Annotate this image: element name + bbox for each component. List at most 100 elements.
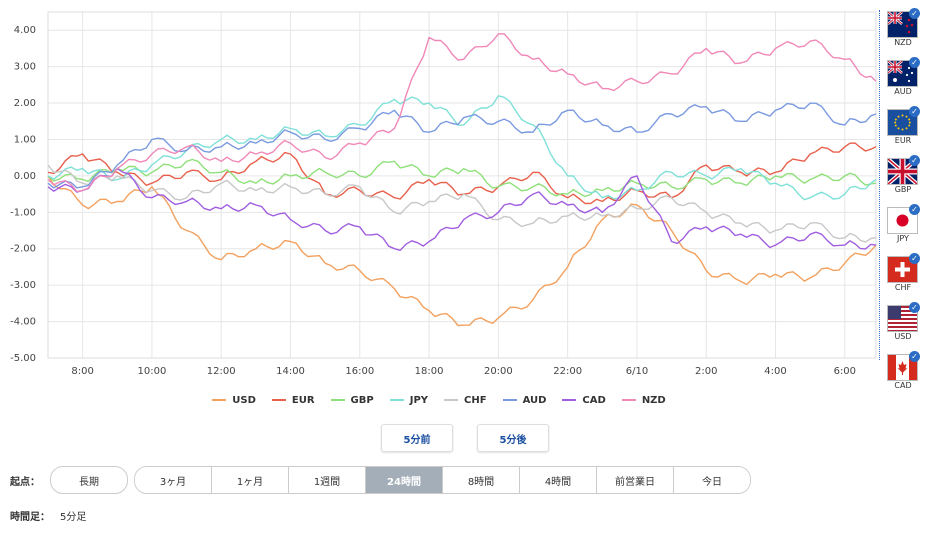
period-option[interactable]: 今日 [673, 467, 750, 493]
legend-swatch [621, 399, 636, 401]
period-option[interactable]: 4時間 [519, 467, 596, 493]
x-tick-label: 14:00 [276, 366, 305, 377]
legend-label: AUD [522, 394, 547, 406]
y-tick-label: 0.00 [14, 171, 36, 182]
timeframe-label: 時間足： [10, 512, 50, 523]
x-tick-label: 6/10 [626, 366, 648, 377]
y-tick-label: -2.00 [10, 244, 36, 255]
x-tick-label: 6:00 [834, 366, 856, 377]
y-tick-label: -4.00 [10, 317, 36, 328]
flag-label: GBP [894, 185, 912, 194]
checkbox-check-icon[interactable]: ✓ [909, 253, 920, 264]
flag-item-aud[interactable]: ✓ AUD [883, 57, 923, 106]
y-axis: 4.00 3.00 2.00 1.00 0.00 -1.00 -2.00 -3.00 -4.00… [10, 25, 36, 364]
legend-item-nzd[interactable]: NZD [621, 394, 666, 406]
legend-item-gbp[interactable]: GBP [330, 394, 374, 406]
y-tick-label: 2.00 [14, 98, 36, 109]
series-line-cad [47, 167, 877, 252]
x-axis: 8:00 10:00 12:00 14:00 16:00 18:00 20:00 22:00 6… [71, 366, 856, 377]
x-tick-label: 4:00 [764, 366, 786, 377]
flag-label: AUD [894, 87, 912, 96]
y-tick-label: -3.00 [10, 280, 36, 291]
period-option[interactable]: 1週間 [288, 467, 365, 493]
legend-item-chf[interactable]: CHF [444, 395, 487, 406]
flag-item-chf[interactable]: ✓ CHF [883, 253, 923, 302]
legend-label: USD [232, 394, 256, 406]
legend-item-aud[interactable]: AUD [502, 394, 547, 406]
period-option[interactable]: 3ヶ月 [135, 467, 211, 493]
legend-swatch [271, 399, 286, 401]
legend-item-usd[interactable]: USD [212, 395, 256, 406]
legend-swatch [330, 399, 345, 401]
period-long-button[interactable]: 長期 [50, 466, 128, 494]
legend-label: NZD [641, 394, 666, 406]
x-tick-label: 8:00 [71, 366, 93, 377]
legend-label: CAD [582, 394, 606, 406]
flag-item-cad[interactable]: ✓ CAD [883, 351, 923, 400]
flag-item-usd[interactable]: ✓ USD [883, 302, 923, 351]
period-option[interactable]: 8時間 [442, 467, 519, 493]
y-tick-label: -5.00 [10, 353, 36, 364]
flag-label: USD [894, 332, 912, 341]
legend-swatch [212, 399, 227, 401]
chart-legend: USD EUR GBP JPY CHF AUD CAD NZD [0, 390, 878, 410]
checkbox-check-icon[interactable]: ✓ [909, 155, 920, 166]
line-chart: 4.00 3.00 2.00 1.00 0.00 -1.00 -2.00 -3.00 -4.00… [10, 11, 877, 377]
x-tick-label: 22:00 [553, 366, 582, 377]
y-tick-label: -1.00 [10, 207, 36, 218]
legend-swatch [389, 399, 404, 401]
legend-item-jpy[interactable]: JPY [389, 394, 429, 406]
y-tick-label: 1.00 [14, 134, 36, 145]
legend-item-eur[interactable]: EUR [271, 394, 315, 406]
panel-divider [879, 10, 880, 360]
legend-swatch [444, 399, 459, 401]
checkbox-check-icon[interactable]: ✓ [909, 204, 920, 215]
flag-label: NZD [894, 38, 912, 47]
x-tick-label: 20:00 [484, 366, 513, 377]
flag-item-nzd[interactable]: ✓ NZD [883, 8, 923, 57]
period-option[interactable]: 前営業日 [596, 467, 673, 493]
series-line-usd [47, 175, 877, 327]
y-tick-label: 3.00 [14, 62, 36, 73]
flag-label: CAD [894, 381, 912, 390]
flag-label: CHF [894, 283, 912, 292]
next-5min-button[interactable]: 5分後 [477, 424, 549, 452]
legend-label: GBP [350, 394, 374, 406]
flag-item-jpy[interactable]: ✓ JPY [883, 204, 923, 253]
flag-label: EUR [894, 136, 912, 145]
period-option[interactable]: 1ヶ月 [211, 467, 288, 493]
series-line-gbp [47, 158, 877, 198]
legend-swatch [562, 399, 577, 401]
y-tick-label: 4.00 [14, 25, 36, 36]
period-selector: 3ヶ月 1ヶ月 1週間 24時間 8時間 4時間 前営業日 今日 [134, 466, 751, 494]
legend-item-cad[interactable]: CAD [562, 394, 606, 406]
prev-5min-button[interactable]: 5分前 [381, 424, 453, 452]
flag-item-eur[interactable]: ✓ EUR [883, 106, 923, 155]
checkbox-check-icon[interactable]: ✓ [909, 57, 920, 68]
series-line-chf [47, 164, 877, 243]
legend-swatch [502, 399, 517, 401]
legend-label: EUR [291, 394, 315, 406]
legend-label: JPY [409, 394, 429, 406]
x-tick-label: 10:00 [138, 366, 167, 377]
checkbox-check-icon[interactable]: ✓ [909, 8, 920, 19]
plot-frame [47, 11, 877, 359]
series-layer [47, 33, 877, 327]
checkbox-check-icon[interactable]: ✓ [909, 351, 920, 362]
chart-grid [47, 11, 877, 359]
start-point-label: 起点： [10, 477, 40, 488]
checkbox-check-icon[interactable]: ✓ [909, 106, 920, 117]
x-tick-label: 2:00 [695, 366, 717, 377]
series-line-nzd [47, 33, 877, 193]
period-option[interactable]: 24時間 [365, 467, 442, 493]
legend-label: CHF [464, 394, 487, 406]
currency-selector: ✓ NZD ✓ AUD ✓ EUR ✓ GBP ✓ JPY ✓ CHF ✓ USD ✓ CAD [883, 8, 923, 400]
x-tick-label: 12:00 [207, 366, 236, 377]
flag-item-gbp[interactable]: ✓ GBP [883, 155, 923, 204]
x-tick-label: 18:00 [415, 366, 444, 377]
checkbox-check-icon[interactable]: ✓ [909, 302, 920, 313]
x-tick-label: 16:00 [345, 366, 374, 377]
flag-label: JPY [897, 234, 909, 243]
timeframe-value: 5分足 [60, 512, 87, 523]
series-line-aud [47, 102, 877, 189]
